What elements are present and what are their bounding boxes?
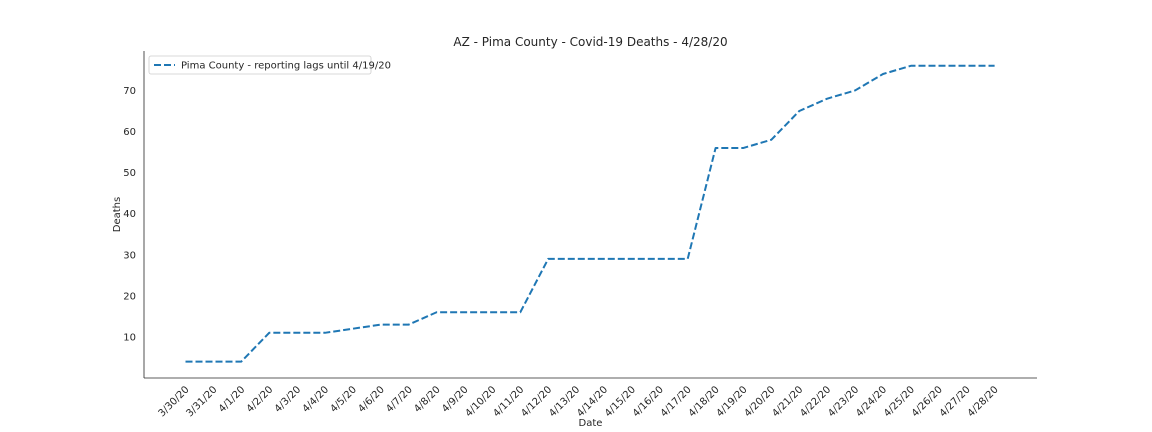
x-tick-label: 4/4/20 (301, 384, 332, 415)
x-ticks: 3/30/203/31/204/1/204/2/204/3/204/4/204/… (157, 384, 1001, 419)
y-tick-label: 50 (123, 168, 136, 179)
x-tick-label: 4/7/20 (384, 384, 415, 415)
y-tick-label: 30 (123, 250, 136, 261)
x-axis-title: Date (579, 418, 603, 429)
y-tick-label: 20 (123, 291, 136, 302)
x-tick-label: 4/6/20 (356, 384, 387, 415)
legend-label: Pima County - reporting lags until 4/19/… (181, 61, 391, 72)
legend-box (148, 55, 372, 75)
x-tick-label: 4/8/20 (412, 384, 443, 415)
data-point (575, 257, 578, 260)
legend: Pima County - reporting lags until 4/19/… (148, 55, 391, 75)
data-point (965, 64, 968, 67)
series-line (185, 64, 995, 363)
x-tick-label: 4/2/20 (245, 384, 276, 415)
x-tick-label: 3/31/20 (184, 384, 219, 419)
y-tick-label: 10 (123, 332, 136, 343)
chart-title: AZ - Pima County - Covid-19 Deaths - 4/2… (453, 35, 727, 49)
x-tick-label: 4/5/20 (328, 384, 359, 415)
x-tick-label: 4/1/20 (217, 384, 248, 415)
y-tick-label: 40 (123, 209, 136, 220)
x-tick-label: 4/28/20 (966, 384, 1001, 419)
y-tick-label: 60 (123, 127, 136, 138)
series-layer (185, 64, 995, 363)
y-tick-label: 70 (123, 86, 136, 97)
y-axis-title: Deaths (112, 197, 123, 232)
x-tick-label: 4/3/20 (273, 384, 304, 415)
y-ticks: 10 20 30 40 50 60 70 (123, 86, 136, 343)
